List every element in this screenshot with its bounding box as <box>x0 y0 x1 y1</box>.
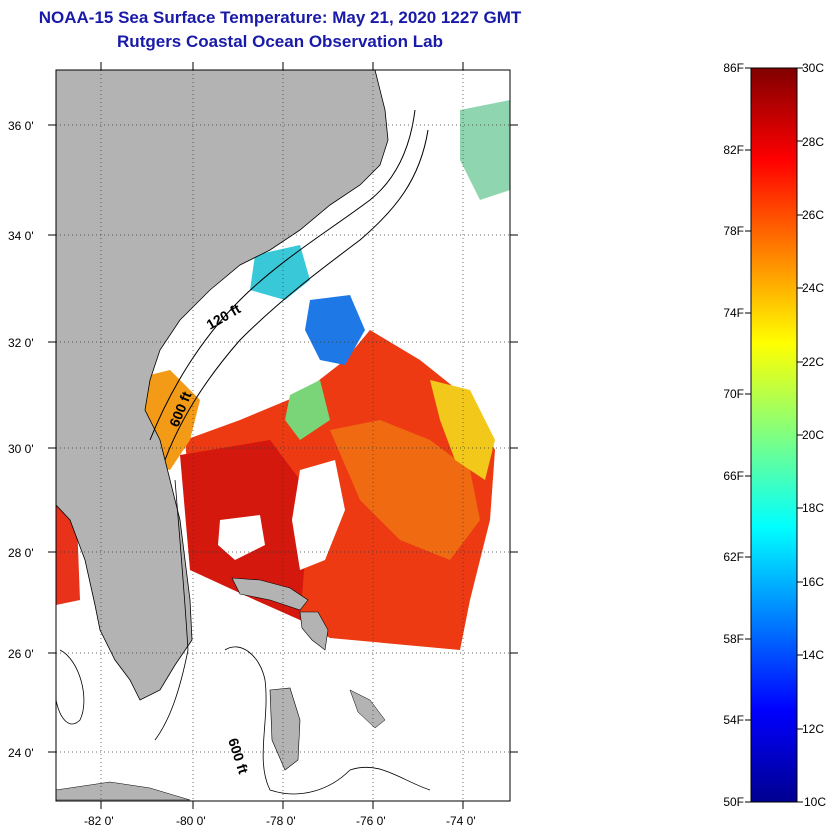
land-bahamas-eleuthera <box>349 689 386 729</box>
lon-label-74: -74 0' <box>446 814 476 828</box>
colorbar-f-label: 50F <box>723 795 744 809</box>
colorbar-c-label: 12C <box>802 722 824 736</box>
lon-label-82: -82 0' <box>84 814 114 828</box>
land-florida-keys <box>56 781 191 801</box>
colorbar-c-label: 10C <box>804 795 826 809</box>
isobath-600ft <box>164 129 429 461</box>
colorbar-f-label: 54F <box>723 713 744 727</box>
colorbar <box>750 67 798 803</box>
map-title: NOAA-15 Sea Surface Temperature: May 21,… <box>38 8 522 27</box>
sst-green-patch <box>285 380 330 440</box>
land-bahamas-abaco <box>299 611 329 651</box>
lon-label-78: -78 0' <box>266 814 296 828</box>
lat-axis <box>48 124 518 753</box>
colorbar-c-label: 16C <box>802 575 824 589</box>
colorbar-c-label: 14C <box>802 648 824 662</box>
colorbar-c-label: 28C <box>802 135 824 149</box>
sst-offshore-yellow <box>430 380 495 480</box>
sst-cloud-gap <box>292 460 345 570</box>
sst-swath-orange <box>330 420 480 560</box>
lon-label-76: -76 0' <box>356 814 386 828</box>
map-subtitle: Rutgers Coastal Ocean Observation Lab <box>117 32 443 51</box>
isobath-florida-shelf <box>154 479 189 741</box>
lat-label-24: 24 0' <box>8 746 34 760</box>
isobath-gulf <box>56 649 85 725</box>
lat-label-32: 32 0' <box>8 336 34 350</box>
colorbar-f-label: 62F <box>723 550 744 564</box>
colorbar-c-label: 26C <box>802 208 824 222</box>
sst-cool-patch-2 <box>250 245 310 300</box>
isobath-120ft <box>149 109 416 441</box>
colorbar-f-label: 74F <box>723 306 744 320</box>
lat-label-34: 34 0' <box>8 229 34 243</box>
colorbar-f-label: 78F <box>723 224 744 238</box>
sst-cloud-gap-2 <box>218 515 265 560</box>
lat-label-28: 28 0' <box>8 546 34 560</box>
map-panel <box>56 70 510 801</box>
lon-label-80: -80 0' <box>176 814 206 828</box>
isobath-bahamas <box>224 646 431 795</box>
colorbar-c-label: 18C <box>802 501 824 515</box>
colorbar-c-label: 20C <box>802 428 824 442</box>
land-bahamas-grand <box>231 577 309 611</box>
land-bahamas-andros <box>269 687 301 771</box>
colorbar-f-label: 82F <box>723 143 744 157</box>
lat-label-30: 30 0' <box>8 442 34 456</box>
sst-cool-patch <box>305 295 365 365</box>
colorbar-f-label: 70F <box>723 387 744 401</box>
colorbar-f-label: 66F <box>723 469 744 483</box>
colorbar-ticks <box>745 67 803 803</box>
colorbar-f-label: 58F <box>723 632 744 646</box>
colorbar-c-label: 24C <box>802 281 824 295</box>
colorbar-f-label: 86F <box>723 61 744 75</box>
colorbar-c-label: 30C <box>802 61 824 75</box>
lon-axis <box>100 62 464 809</box>
lat-label-26: 26 0' <box>8 647 34 661</box>
colorbar-c-label: 22C <box>802 355 824 369</box>
lat-label-36: 36 0' <box>8 119 34 133</box>
